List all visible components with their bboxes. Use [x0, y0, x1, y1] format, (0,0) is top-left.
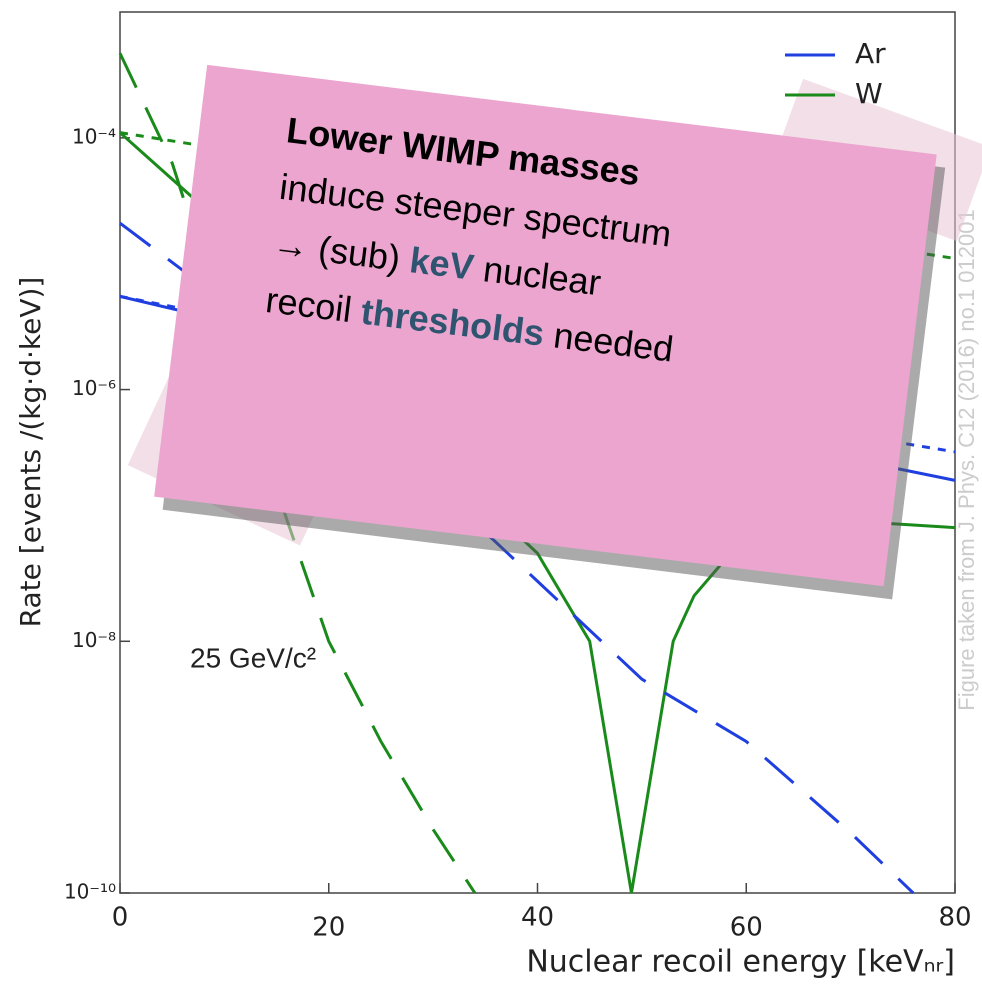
series-line — [118, 52, 477, 894]
x-tick-label: 0 — [112, 903, 129, 933]
source-note: Figure taken from J. Phys. C12 (2016) no… — [954, 209, 979, 710]
x-tick-label: 80 — [938, 903, 971, 933]
x-tick-label: 20 — [312, 913, 345, 943]
x-axis-label: Nuclear recoil energy [keVₙᵣ] — [526, 945, 955, 980]
annotation: 25 GeV/c² — [190, 642, 316, 673]
x-tick-label: 40 — [521, 903, 554, 933]
legend-label: Ar — [855, 37, 886, 70]
note-segment: keV — [408, 239, 477, 288]
note-paper — [154, 64, 937, 587]
y-tick-label: 10⁻¹⁰ — [64, 880, 116, 904]
y-tick-label: 10⁻⁸ — [72, 628, 116, 652]
series-line — [119, 221, 915, 895]
y-axis-label: Rate [events /(kg·d·keV)] — [14, 277, 47, 628]
x-tick-label: 60 — [730, 913, 763, 943]
y-tick-label: 10⁻⁶ — [72, 376, 116, 400]
y-tick-label: 10⁻⁴ — [72, 124, 116, 148]
legend-label: W — [855, 77, 883, 110]
